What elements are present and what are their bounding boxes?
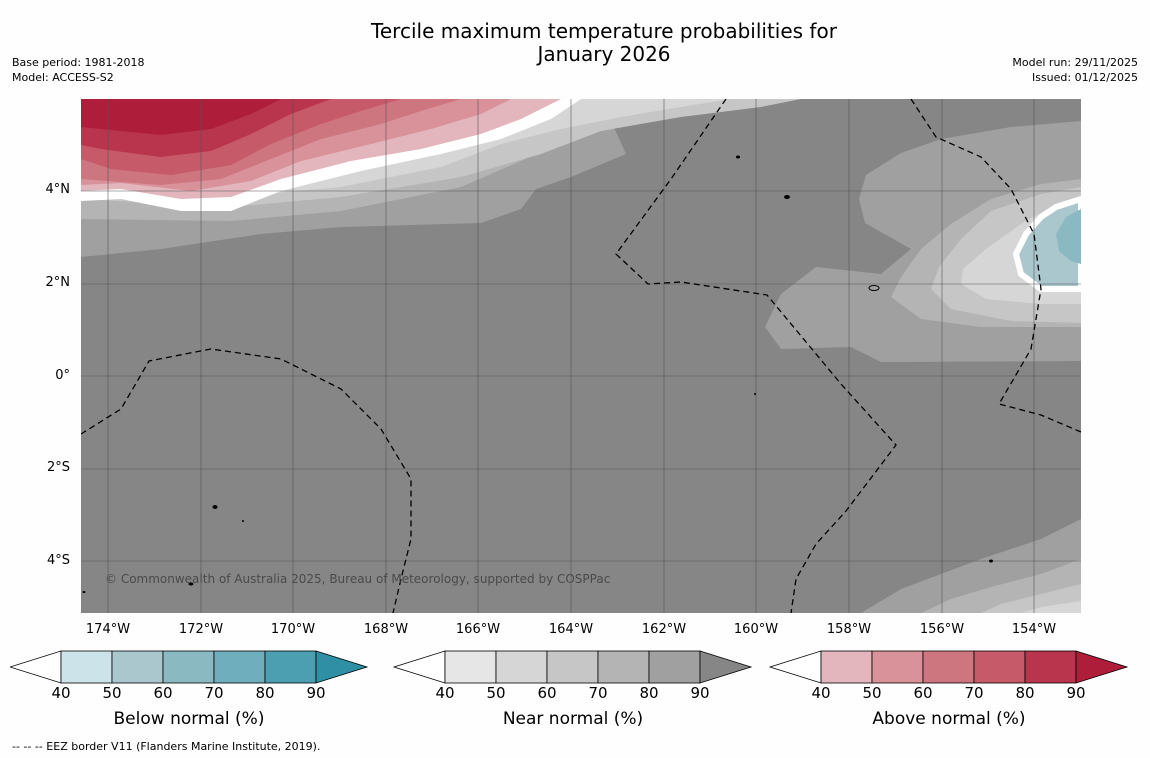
lon-label-172w: 172°W [178,622,224,637]
lat-label-2n: 2°N [45,275,71,290]
colorbar-above-title: Above normal (%) [872,709,1026,729]
colorbar-below-normal [10,650,369,684]
colorbar-extension-high [699,650,753,684]
issued-date: Issued: 01/12/2025 [1031,71,1138,84]
colorbar-segment [648,650,701,684]
colorbar-segment [922,650,975,684]
colorbar-tick-label: 70 [588,684,608,702]
meta-left: Base period: 1981-2018 Model: ACCESS-S2 [12,55,144,85]
colorbars [10,650,1129,684]
colorbar-segment [213,650,266,684]
colorbar-tick-label: 40 [435,684,455,702]
lon-label-156w: 156°W [919,622,965,637]
near-band-north-60 [81,99,1081,362]
colorbar-segment [820,650,873,684]
lat-label-4n: 4°N [45,182,71,197]
colorbar-tick-label: 90 [690,684,710,702]
colorbar-tick-label: 80 [1015,684,1035,702]
colorbar-tick-label: 50 [486,684,506,702]
colorbar-tick-label: 60 [153,684,173,702]
colorbar-tick-label: 60 [913,684,933,702]
map-title-line2: January 2026 [537,42,671,66]
probability-map: © Commonwealth of Australia 2025, Bureau… [81,99,1081,613]
model-run: Model run: 29/11/2025 [1012,56,1138,69]
above-normal-90 [81,99,281,135]
lon-label-158w: 158°W [826,622,872,637]
colorbar-near-title: Near normal (%) [502,709,644,729]
colorbar-segment [871,650,924,684]
colorbar-segment [444,650,497,684]
colorbar-near-normal [392,650,753,684]
map-title-line1: Tercile maximum temperature probabilitie… [371,19,837,43]
lon-label-162w: 162°W [641,622,687,637]
lon-label-164w: 164°W [548,622,594,637]
lat-label-2s: 2°S [46,460,70,475]
map-title: Tercile maximum temperature probabilitie… [0,20,1150,66]
colorbar-tick-label: 80 [639,684,659,702]
lon-label-174w: 174°W [85,622,131,637]
colorbar-tick-label: 40 [51,684,71,702]
eez-borders [81,99,1081,613]
colorbar-segment [264,650,317,684]
colorbar-tick-label: 50 [862,684,882,702]
colorbar-tick-label: 80 [255,684,275,702]
base-period: Base period: 1981-2018 [12,56,145,69]
near-band-southeast-90 [1021,601,1081,613]
colorbar-segment [111,650,164,684]
colorbar-tick-label: 70 [204,684,224,702]
lon-label-154w: 154°W [1011,622,1057,637]
colorbar-extension-high [315,650,369,684]
colorbar-segment [597,650,650,684]
colorbar-extension-low [768,650,822,684]
lon-label-168w: 168°W [363,622,409,637]
colorbar-segment [60,650,113,684]
meta-right: Model run: 29/11/2025 Issued: 01/12/2025 [1012,55,1138,85]
model-name: Model: ACCESS-S2 [12,71,114,84]
lat-label-4s: 4°S [46,553,70,568]
colorbar-segment [1024,650,1077,684]
colorbar-segment [495,650,548,684]
colorbar-extension-low [392,650,446,684]
colorbar-tick-label: 90 [1066,684,1086,702]
colorbar-tick-label: 60 [537,684,557,702]
colorbar-above-normal [768,650,1129,684]
eez-footnote: -- -- -- EEZ border V11 (Flanders Marine… [12,740,321,753]
lon-label-166w: 166°W [455,622,501,637]
colorbar-below-title: Below normal (%) [113,709,265,729]
copyright-notice: © Commonwealth of Australia 2025, Bureau… [105,572,610,586]
colorbar-extension-low [10,650,62,684]
lon-label-160w: 160°W [733,622,779,637]
colorbar-segment [546,650,599,684]
colorbar-segment [162,650,215,684]
lon-label-170w: 170°W [270,622,316,637]
colorbar-tick-label: 90 [306,684,326,702]
colorbar-extension-high [1075,650,1129,684]
colorbar-tick-label: 70 [964,684,984,702]
colorbar-segment [973,650,1026,684]
below-normal-core [1056,209,1081,264]
colorbar-tick-label: 40 [811,684,831,702]
colorbar-tick-label: 50 [102,684,122,702]
gridlines [81,99,1081,613]
lat-label-0: 0° [55,368,70,383]
islands [82,155,993,593]
